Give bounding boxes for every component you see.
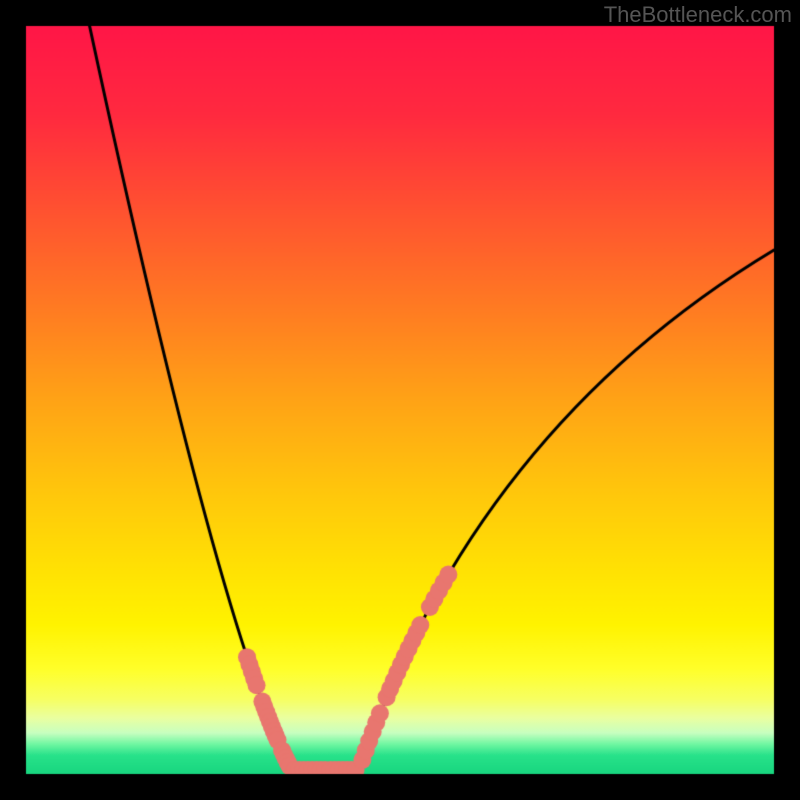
- bottleneck-chart: [0, 0, 800, 800]
- watermark-text: TheBottleneck.com: [604, 2, 792, 28]
- chart-container: TheBottleneck.com: [0, 0, 800, 800]
